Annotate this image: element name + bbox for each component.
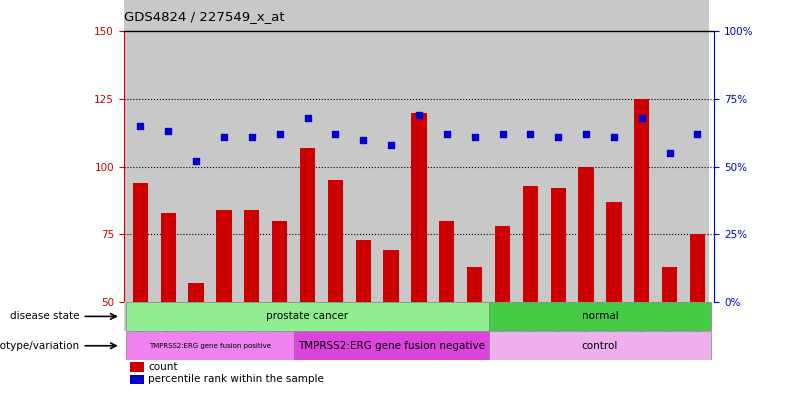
- Point: [496, 131, 509, 137]
- Bar: [126, 302, 488, 331]
- Point: [134, 123, 147, 129]
- Point: [413, 112, 425, 118]
- Point: [329, 131, 342, 137]
- Point: [357, 136, 369, 143]
- Bar: [467, 266, 482, 393]
- Text: prostate cancer: prostate cancer: [267, 311, 349, 321]
- Point: [301, 115, 314, 121]
- Point: [635, 115, 648, 121]
- Bar: [244, 210, 259, 393]
- Bar: [662, 266, 678, 393]
- Bar: [129, 362, 144, 371]
- Bar: [216, 210, 231, 393]
- Bar: [126, 331, 294, 360]
- Bar: [411, 112, 427, 393]
- Point: [468, 134, 481, 140]
- Bar: [328, 180, 343, 393]
- Point: [579, 131, 592, 137]
- Point: [273, 131, 286, 137]
- Bar: [124, 0, 709, 305]
- Point: [691, 131, 704, 137]
- Bar: [523, 185, 538, 393]
- Text: TMPRSS2:ERG gene fusion positive: TMPRSS2:ERG gene fusion positive: [149, 343, 271, 349]
- Bar: [356, 240, 371, 393]
- Bar: [300, 148, 315, 393]
- Point: [246, 134, 259, 140]
- Bar: [129, 375, 144, 384]
- Text: percentile rank within the sample: percentile rank within the sample: [148, 374, 324, 384]
- Bar: [294, 331, 488, 360]
- Text: control: control: [582, 341, 618, 351]
- Point: [162, 128, 175, 134]
- Bar: [689, 234, 705, 393]
- Point: [218, 134, 231, 140]
- Bar: [188, 283, 203, 393]
- Point: [440, 131, 453, 137]
- Bar: [606, 202, 622, 393]
- Bar: [488, 331, 712, 360]
- Text: count: count: [148, 362, 178, 372]
- Point: [607, 134, 620, 140]
- Text: GDS4824 / 227549_x_at: GDS4824 / 227549_x_at: [124, 10, 284, 24]
- Bar: [634, 99, 650, 393]
- Bar: [495, 226, 510, 393]
- Bar: [439, 220, 455, 393]
- Text: normal: normal: [582, 311, 618, 321]
- Bar: [272, 220, 287, 393]
- Point: [385, 142, 397, 148]
- Text: TMPRSS2:ERG gene fusion negative: TMPRSS2:ERG gene fusion negative: [298, 341, 484, 351]
- Point: [524, 131, 537, 137]
- Bar: [132, 183, 148, 393]
- Point: [552, 134, 565, 140]
- Point: [663, 150, 676, 156]
- Bar: [551, 188, 566, 393]
- Bar: [488, 302, 712, 331]
- Text: disease state: disease state: [10, 311, 80, 321]
- Bar: [160, 213, 176, 393]
- Bar: [579, 167, 594, 393]
- Point: [190, 158, 203, 164]
- Bar: [383, 250, 399, 393]
- Text: genotype/variation: genotype/variation: [0, 341, 80, 351]
